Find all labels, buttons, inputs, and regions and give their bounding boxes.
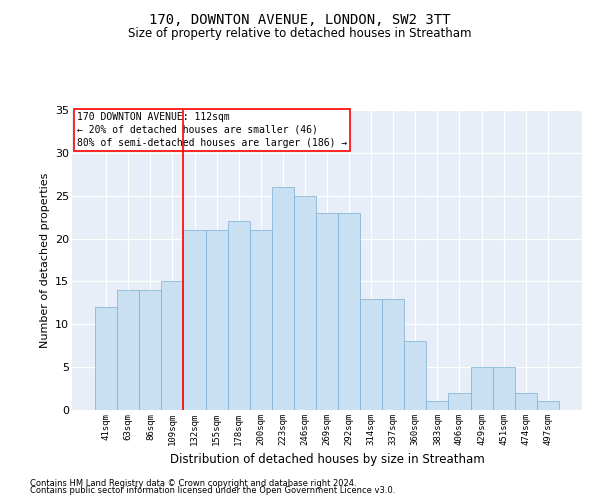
X-axis label: Distribution of detached houses by size in Streatham: Distribution of detached houses by size …: [170, 454, 484, 466]
Bar: [515, 393, 537, 410]
Bar: [161, 282, 184, 410]
Bar: [250, 230, 272, 410]
Bar: [227, 222, 250, 410]
Bar: [338, 213, 360, 410]
Bar: [493, 367, 515, 410]
Bar: [294, 196, 316, 410]
Bar: [139, 290, 161, 410]
Bar: [404, 342, 427, 410]
Text: 170 DOWNTON AVENUE: 112sqm
← 20% of detached houses are smaller (46)
80% of semi: 170 DOWNTON AVENUE: 112sqm ← 20% of deta…: [77, 112, 347, 148]
Text: Contains public sector information licensed under the Open Government Licence v3: Contains public sector information licen…: [30, 486, 395, 495]
Bar: [537, 402, 559, 410]
Bar: [184, 230, 206, 410]
Text: Contains HM Land Registry data © Crown copyright and database right 2024.: Contains HM Land Registry data © Crown c…: [30, 478, 356, 488]
Bar: [448, 393, 470, 410]
Bar: [382, 298, 404, 410]
Bar: [117, 290, 139, 410]
Text: 170, DOWNTON AVENUE, LONDON, SW2 3TT: 170, DOWNTON AVENUE, LONDON, SW2 3TT: [149, 12, 451, 26]
Y-axis label: Number of detached properties: Number of detached properties: [40, 172, 50, 348]
Bar: [316, 213, 338, 410]
Bar: [272, 187, 294, 410]
Text: Size of property relative to detached houses in Streatham: Size of property relative to detached ho…: [128, 28, 472, 40]
Bar: [206, 230, 227, 410]
Bar: [470, 367, 493, 410]
Bar: [360, 298, 382, 410]
Bar: [427, 402, 448, 410]
Bar: [95, 307, 117, 410]
